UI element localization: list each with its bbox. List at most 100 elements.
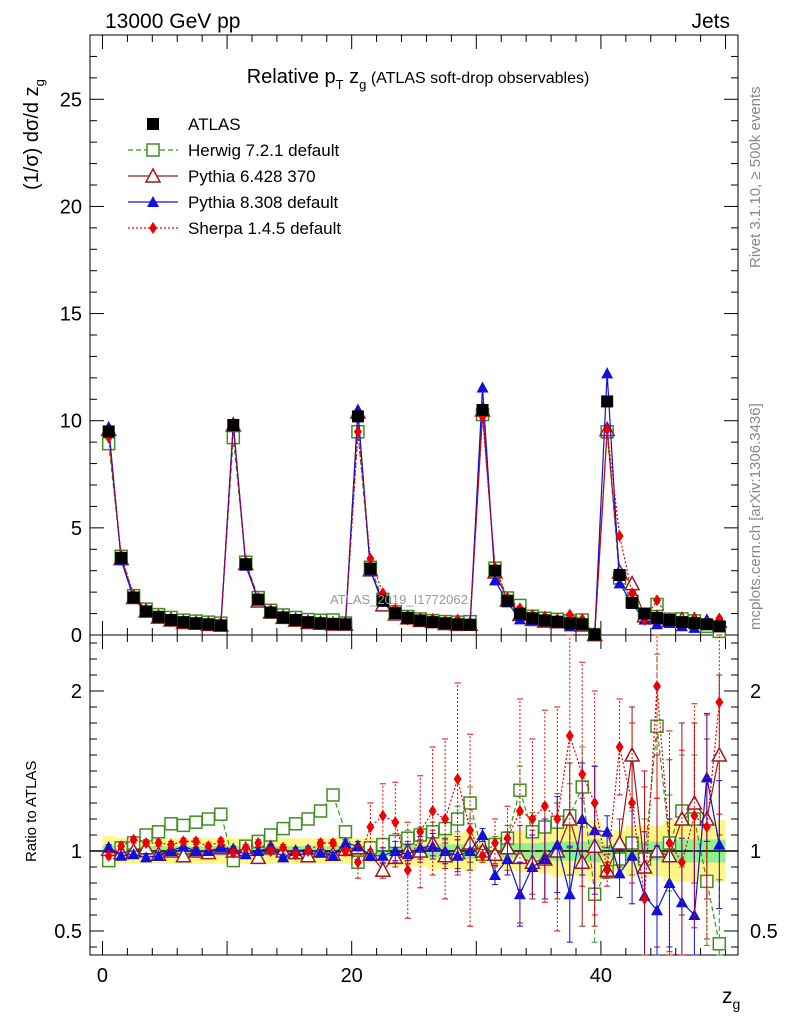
- atlas-data-point: [302, 616, 315, 629]
- atlas-data-point: [626, 596, 639, 609]
- atlas-data-point: [464, 618, 477, 631]
- legend-marker: [149, 222, 157, 234]
- atlas-data-point: [414, 614, 427, 627]
- ratio-marker: [191, 835, 200, 848]
- y-tick-label: 10: [60, 411, 82, 433]
- ratio-marker: [338, 825, 353, 839]
- main-marker: [613, 577, 626, 589]
- ratio-tick-label-right: 2: [750, 681, 761, 703]
- ratio-marker: [374, 861, 392, 877]
- x-axis-label-main: z: [722, 985, 733, 1008]
- atlas-data-point: [102, 425, 115, 438]
- atlas-data-point: [115, 551, 128, 564]
- atlas-data-point: [526, 612, 539, 625]
- ratio-marker: [640, 893, 649, 905]
- ratio-tick-label: 1: [71, 841, 82, 863]
- ratio-marker: [453, 773, 462, 785]
- ratio-marker: [702, 821, 711, 833]
- atlas-data-point: [601, 395, 614, 408]
- legend-label: Pythia 6.428 370: [188, 167, 316, 186]
- atlas-data-point: [227, 419, 240, 431]
- ratio-marker: [314, 846, 327, 858]
- ratio-marker: [104, 849, 113, 862]
- ratio-marker: [489, 869, 501, 880]
- atlas-data-point: [588, 628, 601, 641]
- axes: 0 5 10 15 20 25 0 20 40 0.5 0.5 1 1 2 2: [54, 35, 778, 987]
- atlas-data-point: [638, 607, 651, 620]
- legend-marker: [147, 118, 159, 130]
- ratio-marker: [665, 837, 674, 849]
- y-axis-label: (1/σ) dσ/d zg: [21, 79, 47, 190]
- atlas-data-point: [551, 615, 564, 628]
- ratio-marker: [366, 821, 375, 833]
- ratio-marker: [712, 937, 727, 951]
- ratio-marker: [339, 837, 352, 848]
- atlas-data-point: [451, 618, 464, 631]
- y-tick-label: 0: [71, 625, 82, 647]
- ratio-marker: [117, 840, 126, 853]
- ratio-marker: [279, 841, 288, 854]
- ratio-marker: [216, 835, 225, 848]
- ratio-marker: [553, 813, 562, 825]
- ratio-marker: [476, 829, 489, 840]
- ratio-marker: [501, 853, 514, 864]
- y-tick-label: 15: [60, 304, 82, 326]
- header-left: 13000 GeV pp: [105, 10, 240, 33]
- ratio-marker: [176, 818, 191, 833]
- atlas-data-point: [202, 618, 215, 631]
- x-axis-label-sub: g: [733, 996, 741, 1012]
- ratio-marker: [154, 837, 163, 849]
- ratio-marker: [677, 856, 686, 869]
- ratio-marker: [129, 833, 138, 846]
- main-marker: [476, 381, 489, 393]
- atlas-data-point: [713, 620, 726, 633]
- atlas-data-point: [177, 616, 190, 629]
- atlas-data-point: [239, 558, 252, 571]
- ratio-marker: [301, 812, 315, 826]
- data-layer: [102, 395, 726, 641]
- atlas-data-point: [327, 617, 339, 630]
- main-marker: [653, 594, 661, 607]
- main-marker: [353, 425, 362, 438]
- x-axis-label: zg: [722, 985, 740, 1012]
- legend-label: Herwig 7.2.1 default: [188, 141, 339, 160]
- ratio-marker: [288, 817, 303, 831]
- main-marker: [603, 423, 612, 436]
- ratio-marker: [626, 849, 639, 861]
- legend-marker: [147, 196, 159, 207]
- y-tick-label: 20: [60, 196, 82, 218]
- ratio-marker: [204, 840, 213, 853]
- ratio-marker: [151, 825, 166, 839]
- ratio-marker: [140, 851, 153, 863]
- main-marker: [628, 587, 637, 600]
- legend: ATLAS Herwig 7.2.1 default Pythia 6.428 37…: [128, 115, 341, 238]
- atlas-data-point: [501, 594, 514, 607]
- x-tick-label: 20: [341, 965, 363, 987]
- ratio-marker: [389, 845, 402, 856]
- ratio-marker: [478, 849, 487, 862]
- ratio-marker: [152, 849, 165, 861]
- ratio-marker: [263, 828, 278, 842]
- rivet-label: Rivet 3.1.10, ≥ 500k events: [747, 86, 764, 268]
- atlas-data-point: [152, 610, 165, 623]
- ratio-marker: [551, 838, 564, 850]
- ratio-marker: [252, 845, 265, 856]
- main-marker: [601, 367, 614, 379]
- ratio-marker: [563, 888, 576, 900]
- ratio-marker: [179, 835, 188, 848]
- atlas-data-point: [426, 616, 439, 629]
- ratio-marker: [276, 821, 290, 836]
- atlas-data-point: [651, 611, 663, 624]
- main-marker: [615, 530, 624, 542]
- atlas-data-point: [165, 614, 177, 626]
- ratio-marker: [528, 813, 537, 825]
- ratio-marker: [142, 837, 151, 849]
- ratio-tick-label-right: 0.5: [750, 921, 778, 943]
- ratio-marker: [466, 824, 475, 837]
- atlas-data-point: [314, 617, 327, 630]
- atlas-data-point: [127, 591, 140, 604]
- title-rest: (ATLAS soft-drop observables): [366, 70, 589, 87]
- ratio-marker: [341, 845, 350, 857]
- ratio-marker: [329, 837, 337, 849]
- atlas-data-point: [613, 569, 626, 581]
